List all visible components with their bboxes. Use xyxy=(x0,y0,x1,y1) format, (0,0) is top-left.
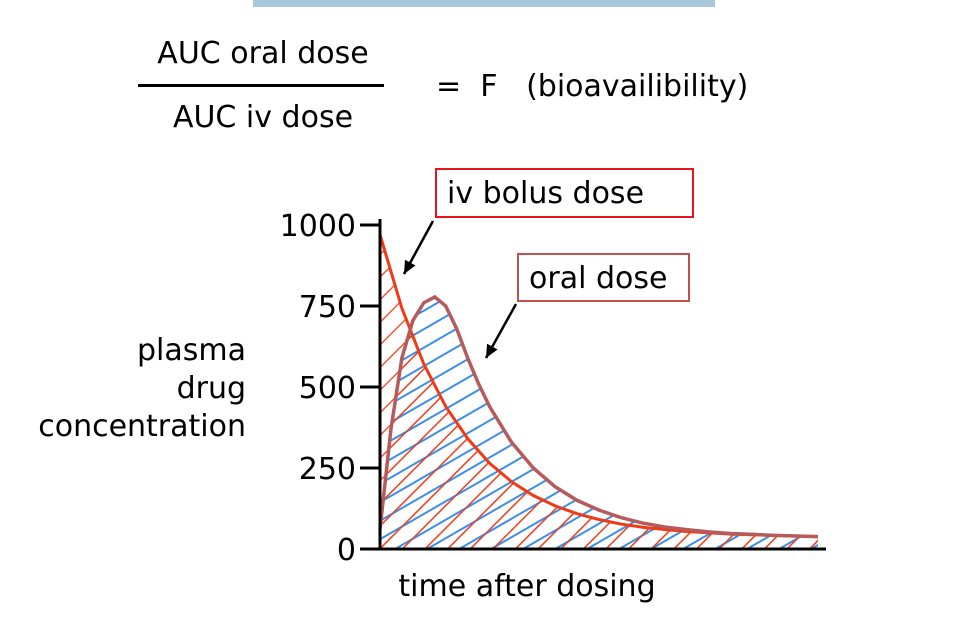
equation-result: = F (bioavailibility) xyxy=(436,69,749,104)
y-tick-label: 1000 xyxy=(280,209,356,244)
y-axis-label-line: drug xyxy=(176,371,246,406)
y-axis-label: plasma drug concentration xyxy=(0,332,246,446)
y-tick-label: 500 xyxy=(299,371,356,406)
y-axis-label-line: plasma xyxy=(137,333,246,368)
x-axis-label: time after dosing xyxy=(398,569,655,604)
equation-denominator: AUC iv dose xyxy=(172,100,354,135)
oral-callout-arrow-head xyxy=(486,343,498,358)
title-bar xyxy=(253,0,715,7)
y-axis-label-line: concentration xyxy=(38,409,246,444)
oral-dose-callout: oral dose xyxy=(517,253,690,302)
equation-numerator: AUC oral dose xyxy=(157,36,369,71)
fraction-line xyxy=(138,84,384,87)
y-tick-label: 250 xyxy=(299,452,356,487)
oral-curve xyxy=(378,294,819,539)
y-tick-label: 0 xyxy=(337,533,356,568)
iv-bolus-callout: iv bolus dose xyxy=(435,168,694,218)
iv-callout-arrow-head xyxy=(404,259,416,274)
iv-area-hatch-overlap xyxy=(380,296,818,549)
y-tick-label: 750 xyxy=(299,290,356,325)
